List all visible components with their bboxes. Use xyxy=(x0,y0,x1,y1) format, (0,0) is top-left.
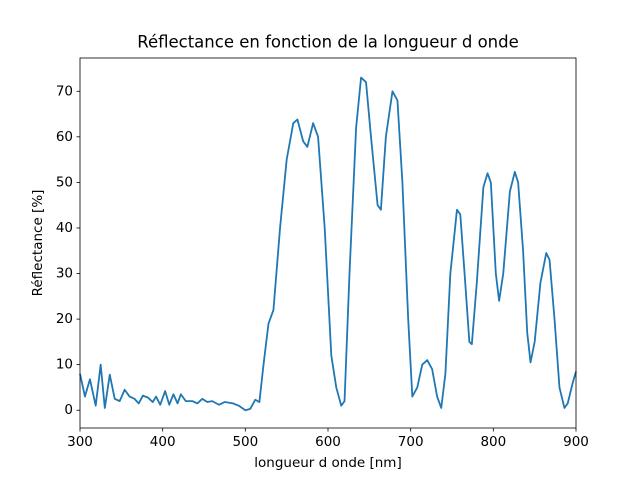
y-tick-label: 60 xyxy=(56,129,73,145)
y-tick-label: 70 xyxy=(56,83,73,99)
x-tick-label: 700 xyxy=(398,434,424,450)
y-tick-label: 40 xyxy=(56,220,73,236)
y-tick-label: 0 xyxy=(64,402,73,418)
y-tick-label: 20 xyxy=(56,311,73,327)
data-line xyxy=(79,76,577,412)
plot-frame xyxy=(79,57,577,429)
x-tick-label: 300 xyxy=(67,434,93,450)
y-tick-label: 10 xyxy=(56,357,73,373)
x-axis-label: longueur d onde [nm] xyxy=(254,455,401,471)
x-tick-label: 600 xyxy=(315,434,341,450)
chart-title: Réflectance en fonction de la longueur d… xyxy=(137,33,519,52)
x-tick-label: 800 xyxy=(480,434,506,450)
y-tick-label: 50 xyxy=(56,174,73,190)
x-tick-label: 400 xyxy=(150,434,176,450)
y-axis-label: Réflectance [%] xyxy=(30,190,46,297)
x-tick-label: 500 xyxy=(232,434,258,450)
y-tick-label: 30 xyxy=(56,266,73,282)
x-tick-label: 900 xyxy=(563,434,589,450)
